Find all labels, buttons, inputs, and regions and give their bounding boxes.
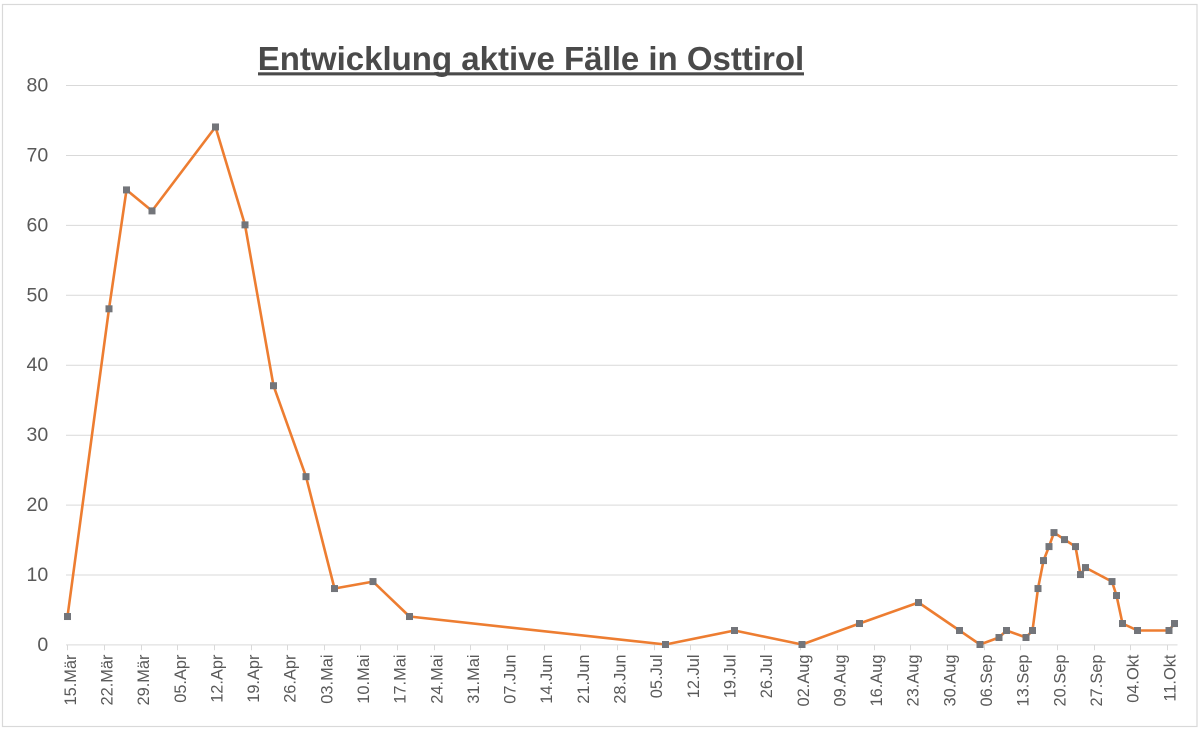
svg-text:31.Mai: 31.Mai <box>465 655 483 704</box>
svg-text:23.Aug: 23.Aug <box>905 655 923 707</box>
svg-text:06.Sep: 06.Sep <box>978 655 996 707</box>
svg-text:19.Jul: 19.Jul <box>722 655 740 699</box>
svg-text:03.Mai: 03.Mai <box>318 655 336 704</box>
svg-text:30: 30 <box>26 424 48 446</box>
svg-text:15.Mär: 15.Mär <box>62 654 80 706</box>
svg-text:17.Mai: 17.Mai <box>392 655 410 704</box>
svg-text:13.Sep: 13.Sep <box>1015 655 1033 707</box>
svg-text:30.Aug: 30.Aug <box>941 655 959 707</box>
svg-text:11.Okt: 11.Okt <box>1161 654 1179 702</box>
svg-text:29.Mär: 29.Mär <box>135 654 153 706</box>
svg-text:10.Mai: 10.Mai <box>355 655 373 704</box>
svg-text:20: 20 <box>26 494 48 516</box>
svg-text:22.Mär: 22.Mär <box>98 654 116 706</box>
svg-text:24.Mai: 24.Mai <box>428 655 446 704</box>
svg-text:05.Jul: 05.Jul <box>648 655 666 699</box>
svg-text:19.Apr: 19.Apr <box>245 654 263 703</box>
svg-text:60: 60 <box>26 214 48 236</box>
svg-text:0: 0 <box>37 634 48 656</box>
svg-text:21.Jun: 21.Jun <box>575 655 593 704</box>
svg-text:04.Okt: 04.Okt <box>1125 654 1143 703</box>
svg-text:14.Jun: 14.Jun <box>538 655 556 704</box>
svg-text:50: 50 <box>26 284 48 306</box>
svg-text:80: 80 <box>26 75 48 97</box>
svg-text:Entwicklung aktive Fälle in Os: Entwicklung aktive Fälle in Osttirol <box>258 40 804 77</box>
svg-text:12.Apr: 12.Apr <box>208 654 226 703</box>
svg-text:26.Jul: 26.Jul <box>758 655 776 699</box>
svg-text:27.Sep: 27.Sep <box>1088 655 1106 707</box>
svg-text:12.Jul: 12.Jul <box>685 655 703 699</box>
svg-text:20.Sep: 20.Sep <box>1051 655 1069 707</box>
svg-text:26.Apr: 26.Apr <box>282 654 300 703</box>
svg-text:16.Aug: 16.Aug <box>868 655 886 707</box>
svg-text:10: 10 <box>26 564 48 586</box>
svg-text:05.Apr: 05.Apr <box>172 654 190 703</box>
svg-text:09.Aug: 09.Aug <box>831 655 849 707</box>
svg-text:28.Jun: 28.Jun <box>612 655 630 704</box>
svg-text:40: 40 <box>26 354 48 376</box>
svg-text:70: 70 <box>26 144 48 166</box>
svg-text:07.Jun: 07.Jun <box>502 655 520 704</box>
svg-text:02.Aug: 02.Aug <box>795 655 813 707</box>
